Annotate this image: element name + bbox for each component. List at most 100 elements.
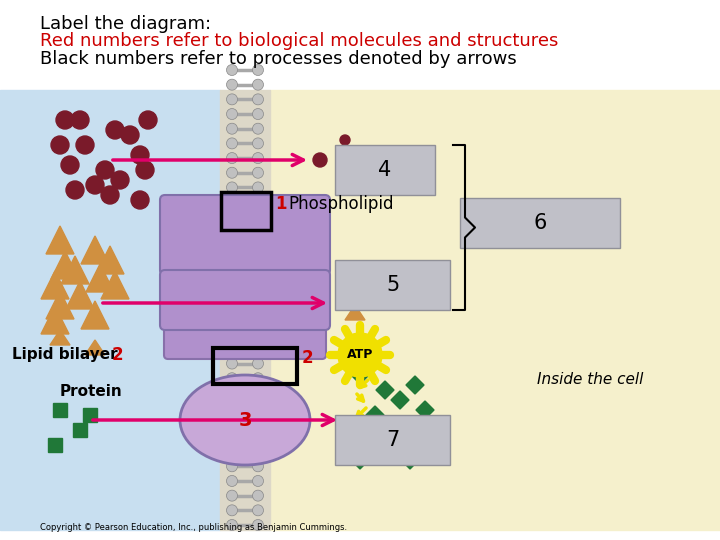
Circle shape (227, 182, 238, 193)
Bar (0, 90, 220, 530)
Text: Black numbers refer to processes denoted by arrows: Black numbers refer to processes denoted… (40, 50, 517, 68)
Circle shape (227, 241, 238, 252)
Circle shape (96, 161, 114, 179)
Polygon shape (86, 264, 114, 292)
Circle shape (227, 417, 238, 428)
Circle shape (101, 186, 119, 204)
Circle shape (227, 461, 238, 472)
Circle shape (227, 358, 238, 369)
Circle shape (227, 123, 238, 134)
Polygon shape (421, 426, 439, 444)
Text: 3: 3 (238, 410, 252, 429)
Text: 2: 2 (112, 346, 124, 364)
Bar (83, 408, 97, 422)
Circle shape (253, 64, 264, 76)
Circle shape (253, 475, 264, 487)
Circle shape (253, 329, 264, 340)
Circle shape (111, 171, 129, 189)
Polygon shape (101, 271, 129, 299)
Polygon shape (386, 446, 404, 464)
FancyBboxPatch shape (164, 286, 326, 359)
Circle shape (253, 358, 264, 369)
Circle shape (227, 64, 238, 76)
Circle shape (227, 299, 238, 310)
Text: Red numbers refer to biological molecules and structures: Red numbers refer to biological molecule… (40, 32, 559, 50)
Bar (335, 260, 450, 310)
Circle shape (253, 167, 264, 178)
Circle shape (253, 285, 264, 296)
Text: Inside the cell: Inside the cell (537, 373, 643, 388)
Polygon shape (381, 416, 399, 434)
Circle shape (253, 299, 264, 310)
Circle shape (227, 373, 238, 384)
Polygon shape (81, 236, 109, 264)
Circle shape (253, 153, 264, 164)
Bar (270, 90, 720, 530)
Bar (213, 348, 297, 384)
Circle shape (227, 167, 238, 178)
Circle shape (253, 123, 264, 134)
Polygon shape (96, 246, 124, 274)
Circle shape (71, 111, 89, 129)
Circle shape (227, 402, 238, 413)
Polygon shape (41, 271, 69, 299)
Circle shape (227, 475, 238, 487)
Text: Protein: Protein (60, 384, 122, 400)
Polygon shape (46, 291, 74, 319)
Circle shape (227, 153, 238, 164)
Circle shape (253, 197, 264, 207)
Circle shape (227, 197, 238, 207)
Circle shape (227, 138, 238, 149)
Polygon shape (81, 301, 109, 329)
Text: 7: 7 (386, 430, 399, 450)
Polygon shape (366, 406, 384, 424)
Polygon shape (391, 391, 409, 409)
Circle shape (253, 255, 264, 266)
Ellipse shape (180, 375, 310, 465)
Circle shape (121, 126, 139, 144)
Circle shape (66, 181, 84, 199)
FancyBboxPatch shape (160, 270, 330, 330)
Polygon shape (351, 451, 369, 469)
Polygon shape (41, 306, 69, 334)
Polygon shape (416, 401, 434, 419)
Circle shape (253, 417, 264, 428)
Circle shape (131, 191, 149, 209)
Circle shape (131, 146, 149, 164)
Circle shape (227, 226, 238, 237)
Polygon shape (341, 421, 359, 439)
Bar (0, 0, 720, 95)
Text: 5: 5 (386, 275, 399, 295)
Circle shape (227, 431, 238, 442)
Bar (221, 192, 271, 230)
Bar (48, 438, 62, 452)
Bar (220, 90, 270, 530)
Circle shape (338, 333, 382, 377)
Circle shape (253, 519, 264, 530)
Circle shape (61, 156, 79, 174)
Bar (53, 403, 67, 417)
Circle shape (227, 343, 238, 354)
Polygon shape (361, 436, 379, 454)
Circle shape (253, 94, 264, 105)
Bar (73, 423, 87, 437)
Circle shape (313, 153, 327, 167)
Text: Label the diagram:: Label the diagram: (40, 15, 211, 33)
Circle shape (253, 343, 264, 354)
Circle shape (51, 136, 69, 154)
Polygon shape (51, 251, 79, 279)
Polygon shape (66, 281, 94, 309)
Circle shape (227, 94, 238, 105)
Circle shape (253, 314, 264, 325)
Circle shape (253, 226, 264, 237)
Polygon shape (401, 451, 419, 469)
Circle shape (253, 79, 264, 90)
Bar (460, 198, 620, 248)
Circle shape (136, 161, 154, 179)
Text: Lipid bilayer: Lipid bilayer (12, 348, 117, 362)
Circle shape (227, 490, 238, 501)
Polygon shape (345, 305, 365, 320)
FancyBboxPatch shape (160, 195, 330, 275)
Polygon shape (376, 381, 394, 399)
Polygon shape (406, 436, 424, 454)
